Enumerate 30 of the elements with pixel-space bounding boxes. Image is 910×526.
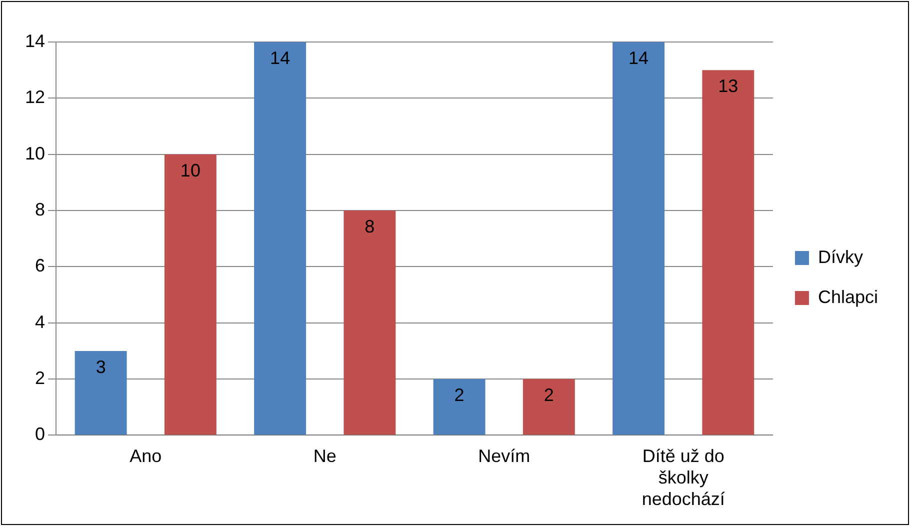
bar bbox=[344, 210, 396, 435]
legend-label: Dívky bbox=[818, 246, 863, 267]
y-tick-label: 10 bbox=[24, 143, 46, 164]
x-tick-label: Nevím bbox=[478, 446, 530, 466]
bar bbox=[254, 42, 306, 435]
bar bbox=[164, 154, 216, 435]
data-label: 2 bbox=[454, 384, 464, 405]
data-label: 10 bbox=[180, 160, 200, 180]
x-tick-label: Ano bbox=[130, 446, 162, 466]
data-label: 2 bbox=[544, 384, 554, 405]
y-tick-label: 4 bbox=[35, 312, 46, 332]
y-tick-label: 12 bbox=[24, 87, 46, 108]
y-tick-label: 8 bbox=[35, 199, 46, 220]
legend-label: Chlapci bbox=[818, 286, 878, 307]
y-tick-label: 0 bbox=[35, 424, 46, 444]
bar bbox=[74, 350, 127, 435]
y-tick-label: 6 bbox=[35, 256, 46, 276]
bar bbox=[612, 42, 665, 435]
bar bbox=[702, 70, 754, 435]
data-label: 3 bbox=[96, 356, 106, 377]
data-label: 14 bbox=[270, 48, 290, 68]
x-tick-label: Dítě už do školky nedochází bbox=[642, 446, 725, 510]
data-label: 13 bbox=[718, 76, 738, 96]
data-label: 14 bbox=[628, 48, 649, 68]
y-tick-label: 14 bbox=[24, 30, 46, 51]
bar bbox=[433, 379, 486, 435]
data-label: 8 bbox=[364, 216, 375, 236]
y-tick-label: 2 bbox=[35, 368, 46, 388]
bar bbox=[522, 379, 575, 435]
x-tick-label: Ne bbox=[313, 446, 336, 466]
